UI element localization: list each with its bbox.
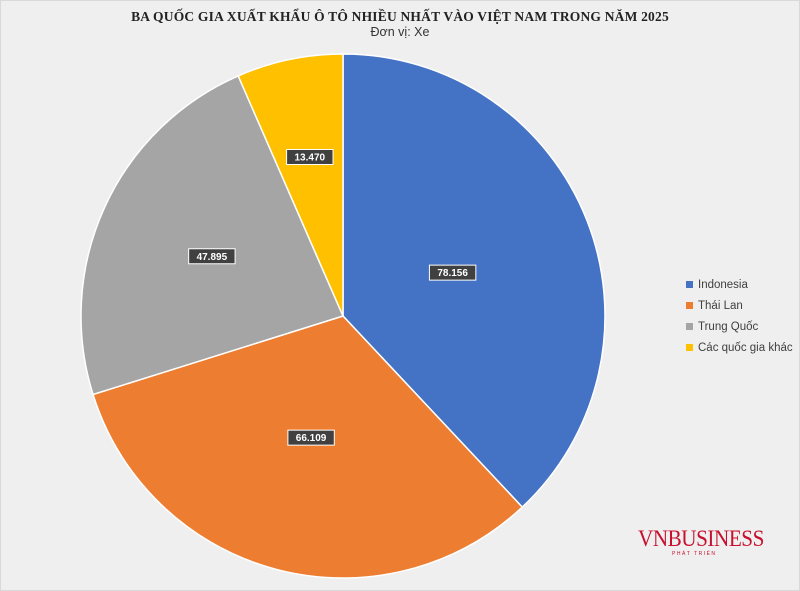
data-label-box	[428, 264, 477, 281]
legend-label: Trung Quốc	[698, 320, 759, 333]
legend-label: Thái Lan	[698, 299, 743, 312]
data-label-text: 13.470	[295, 153, 326, 164]
legend-label: Indonesia	[698, 278, 748, 291]
data-label-trung-quoc: 47.895	[188, 248, 236, 265]
legend-swatch	[686, 323, 693, 330]
legend: Indonesia Thái Lan Trung Quốc Các quốc g…	[686, 274, 793, 358]
legend-item-trung-quoc: Trung Quốc	[686, 316, 793, 337]
legend-item-others: Các quốc gia khác	[686, 337, 793, 358]
legend-item-indonesia: Indonesia	[686, 274, 793, 295]
slice-thai-lan	[92, 315, 524, 579]
legend-swatch	[686, 344, 693, 351]
data-label-indonesia: 78.156	[428, 264, 477, 281]
legend-label: Các quốc gia khác	[698, 341, 793, 354]
data-label-box	[287, 429, 335, 446]
legend-swatch	[686, 302, 693, 309]
data-label-others: 13.470	[286, 148, 334, 165]
slice-trung-quoc	[80, 74, 345, 396]
data-label-text: 66.109	[296, 433, 327, 444]
legend-swatch	[686, 281, 693, 288]
brand-logo: VNBUSINESS	[638, 526, 764, 551]
data-label-text: 78.156	[437, 268, 468, 279]
data-label-box	[286, 148, 334, 165]
legend-item-thai-lan: Thái Lan	[686, 295, 793, 316]
chart-title: BA QUỐC GIA XUẤT KHẨU Ô TÔ NHIỀU NHẤT VÀ…	[131, 9, 669, 24]
data-label-box	[188, 248, 236, 265]
data-label-text: 47.895	[197, 252, 228, 263]
slice-others	[237, 53, 344, 317]
data-label-thai-lan: 66.109	[287, 429, 335, 446]
chart-subtitle: Đơn vị: Xe	[370, 25, 430, 39]
brand-logo-subtext: PHÁT TRIỂN	[672, 551, 717, 557]
